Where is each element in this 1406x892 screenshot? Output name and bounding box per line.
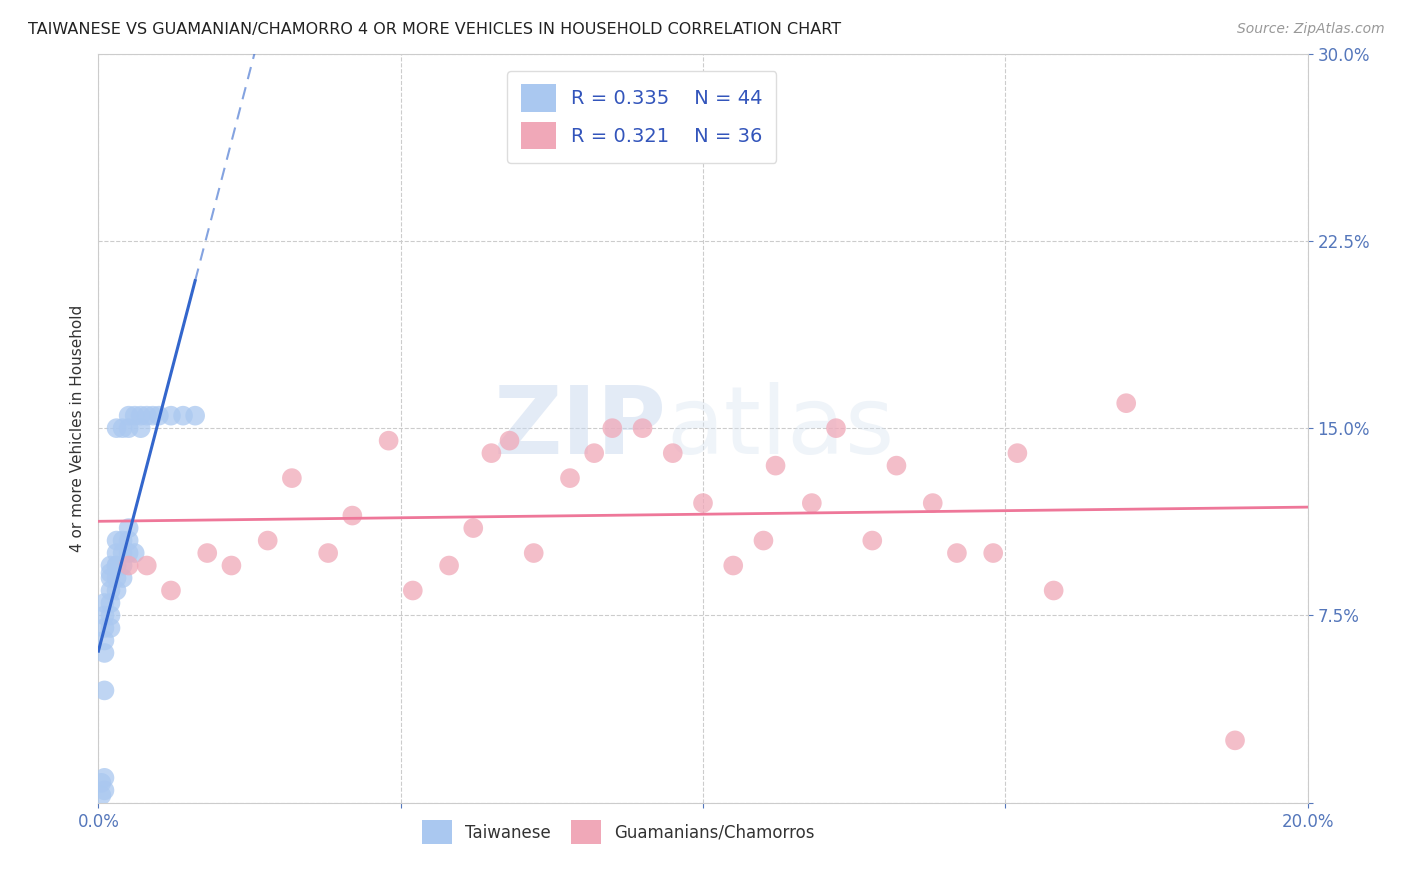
Point [316, 546, 339, 560]
Point [172, 409, 194, 423]
Point [765, 458, 787, 473]
Point [93, 633, 115, 648]
Point [100, 571, 122, 585]
Point [118, 558, 141, 573]
Y-axis label: 4 or more Vehicles in Household: 4 or more Vehicles in Household [69, 304, 84, 552]
Point [1042, 583, 1064, 598]
Point [523, 546, 546, 560]
Point [118, 421, 141, 435]
Point [886, 458, 908, 473]
Point [105, 533, 128, 548]
Point [661, 446, 683, 460]
Point [1007, 446, 1029, 460]
Point [93, 683, 115, 698]
Point [342, 508, 364, 523]
Point [437, 558, 460, 573]
Point [93, 596, 115, 610]
Point [752, 533, 775, 548]
Point [184, 409, 207, 423]
Point [1115, 396, 1137, 410]
Point [558, 471, 581, 485]
Point [377, 434, 399, 448]
Point [463, 521, 485, 535]
Point [100, 583, 122, 598]
Point [723, 558, 745, 573]
Point [90, 789, 112, 803]
Point [860, 533, 883, 548]
Point [921, 496, 943, 510]
Point [100, 621, 122, 635]
Point [118, 533, 141, 548]
Point [105, 558, 128, 573]
Point [402, 583, 425, 598]
Point [118, 521, 141, 535]
Point [111, 558, 134, 573]
Point [118, 546, 141, 560]
Point [93, 646, 115, 660]
Point [90, 776, 112, 790]
Text: TAIWANESE VS GUAMANIAN/CHAMORRO 4 OR MORE VEHICLES IN HOUSEHOLD CORRELATION CHAR: TAIWANESE VS GUAMANIAN/CHAMORRO 4 OR MOR… [28, 22, 841, 37]
Point [692, 496, 714, 510]
Point [256, 533, 278, 548]
Point [111, 533, 134, 548]
Point [111, 421, 134, 435]
Point [105, 583, 128, 598]
Point [142, 409, 165, 423]
Point [93, 608, 115, 623]
Point [160, 409, 183, 423]
Point [160, 583, 183, 598]
Point [631, 421, 654, 435]
Point [129, 421, 152, 435]
Point [105, 571, 128, 585]
Point [498, 434, 520, 448]
Point [100, 566, 122, 580]
Point [129, 409, 152, 423]
Point [221, 558, 243, 573]
Point [135, 558, 157, 573]
Point [135, 409, 157, 423]
Point [111, 546, 134, 560]
Point [481, 446, 503, 460]
Text: Source: ZipAtlas.com: Source: ZipAtlas.com [1237, 22, 1385, 37]
Point [124, 546, 146, 560]
Point [105, 421, 128, 435]
Text: atlas: atlas [666, 382, 896, 475]
Point [148, 409, 170, 423]
Point [93, 621, 115, 635]
Point [946, 546, 969, 560]
Point [100, 596, 122, 610]
Point [583, 446, 606, 460]
Text: ZIP: ZIP [494, 382, 666, 475]
Point [124, 409, 146, 423]
Point [602, 421, 624, 435]
Point [981, 546, 1004, 560]
Point [825, 421, 848, 435]
Point [105, 546, 128, 560]
Point [195, 546, 218, 560]
Point [800, 496, 823, 510]
Point [93, 771, 115, 785]
Point [118, 409, 141, 423]
Legend: Taiwanese, Guamanians/Chamorros: Taiwanese, Guamanians/Chamorros [415, 814, 821, 851]
Point [1223, 733, 1246, 747]
Point [111, 571, 134, 585]
Point [281, 471, 304, 485]
Point [100, 608, 122, 623]
Point [93, 783, 115, 797]
Point [100, 558, 122, 573]
Point [105, 558, 128, 573]
